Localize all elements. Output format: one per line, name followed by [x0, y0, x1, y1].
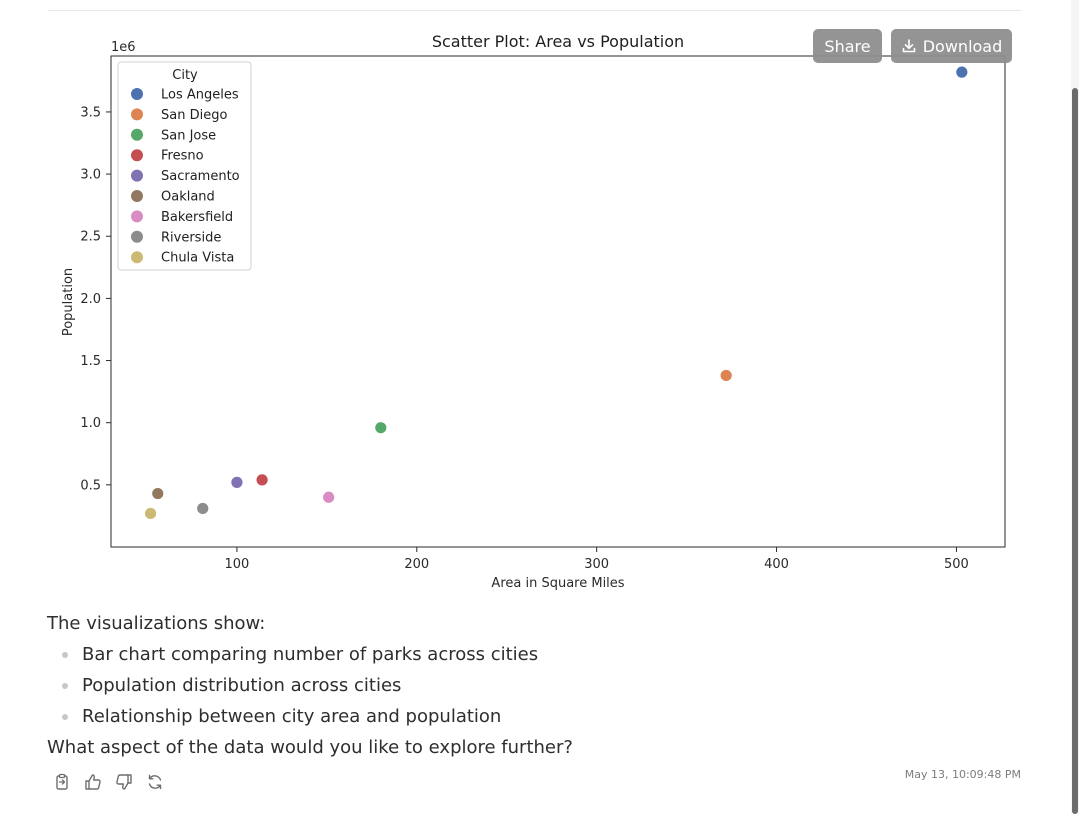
- legend-marker: [131, 128, 143, 141]
- scatter-point: [374, 421, 388, 435]
- download-button[interactable]: Download: [891, 29, 1012, 63]
- scatter-point: [955, 65, 969, 79]
- legend-marker: [131, 230, 143, 243]
- scatter-point: [719, 369, 733, 382]
- bullet-item: Relationship between city area and popul…: [47, 701, 1007, 732]
- legend-marker: [131, 190, 143, 202]
- legend-marker: [131, 149, 143, 162]
- message-timestamp: May 13, 10:09:48 PM: [904, 768, 1021, 781]
- scatter-chart: Scatter Plot: Area vs Population 1e6 Are…: [61, 32, 1006, 591]
- legend-marker: [131, 210, 143, 223]
- scatter-point: [322, 490, 336, 504]
- scrollbar-thumb[interactable]: [1072, 88, 1078, 814]
- scatter-point: [255, 473, 269, 487]
- share-button[interactable]: Share: [813, 29, 882, 63]
- legend-box: [117, 61, 252, 271]
- download-icon: [902, 39, 916, 53]
- y-axis-ticks: 0.5 1.0 1.5 2.0 2.5 3.0 3.5: [80, 105, 111, 493]
- legend-items: Los Angeles San Diego San Jose Fresno Sacram…: [131, 88, 240, 266]
- bullet-list: Bar chart comparing number of parks acro…: [47, 639, 1007, 732]
- legend-title: City: [172, 68, 198, 83]
- chart-title: Scatter Plot: Area vs Population: [432, 32, 684, 51]
- x-axis-label: Area in Square Miles: [491, 576, 624, 591]
- legend-label: Los Angeles: [161, 88, 239, 103]
- legend-label: Sacramento: [161, 169, 240, 184]
- y-axis-label: Population: [61, 268, 76, 336]
- legend-label: San Jose: [161, 128, 216, 143]
- share-button-label: Share: [824, 36, 871, 56]
- download-button-label: Download: [922, 36, 1003, 56]
- y-tick-label: 2.0: [80, 292, 101, 307]
- x-tick-label: 200: [404, 557, 429, 572]
- chart-container: Scatter Plot: Area vs Population 1e6 Are…: [48, 20, 1028, 600]
- scatter-point: [196, 502, 210, 515]
- y-tick-label: 1.5: [80, 354, 101, 369]
- thumbs-down-icon[interactable]: [114, 772, 134, 792]
- bullet-item: Population distribution across cities: [47, 670, 1007, 701]
- legend-marker: [131, 169, 143, 182]
- x-tick-label: 300: [584, 557, 609, 572]
- legend-label: San Diego: [161, 108, 227, 123]
- response-text: The visualizations show: Bar chart compa…: [47, 608, 1007, 763]
- bullet-item: Bar chart comparing number of parks acro…: [47, 639, 1007, 670]
- scrollbar-track[interactable]: [1071, 0, 1079, 814]
- x-tick-label: 500: [944, 557, 969, 572]
- y-tick-label: 2.5: [80, 230, 101, 245]
- legend-label: Oakland: [161, 190, 215, 205]
- legend-marker: [131, 251, 143, 264]
- legend-label: Chula Vista: [161, 251, 234, 266]
- legend: City Los Angeles San Diego San Jose Fresno S…: [117, 61, 252, 271]
- y-axis-offset-label: 1e6: [111, 40, 136, 55]
- top-divider: [48, 10, 1021, 11]
- intro-text: The visualizations show:: [47, 613, 266, 634]
- thumbs-up-icon[interactable]: [83, 772, 103, 792]
- legend-marker: [131, 88, 143, 100]
- legend-marker: [131, 108, 143, 121]
- legend-label: Bakersfield: [161, 210, 233, 225]
- legend-label: Fresno: [161, 149, 204, 164]
- x-tick-label: 100: [225, 557, 250, 572]
- copy-icon[interactable]: [52, 772, 72, 792]
- x-axis-ticks: 100 200 300 400 500: [225, 547, 969, 572]
- plot-area: [110, 55, 1006, 548]
- y-tick-label: 1.0: [80, 416, 101, 431]
- scatter-point: [230, 475, 244, 489]
- scatter-points: [144, 65, 969, 520]
- message-actions: [52, 772, 165, 792]
- scatter-point: [144, 507, 157, 520]
- regenerate-icon[interactable]: [145, 772, 165, 792]
- legend-label: Riverside: [161, 230, 221, 245]
- y-tick-label: 0.5: [80, 478, 101, 493]
- question-text: What aspect of the data would you like t…: [47, 737, 573, 758]
- y-tick-label: 3.0: [80, 168, 101, 183]
- y-tick-label: 3.5: [80, 105, 101, 120]
- x-tick-label: 400: [764, 557, 789, 572]
- scatter-point: [151, 487, 165, 500]
